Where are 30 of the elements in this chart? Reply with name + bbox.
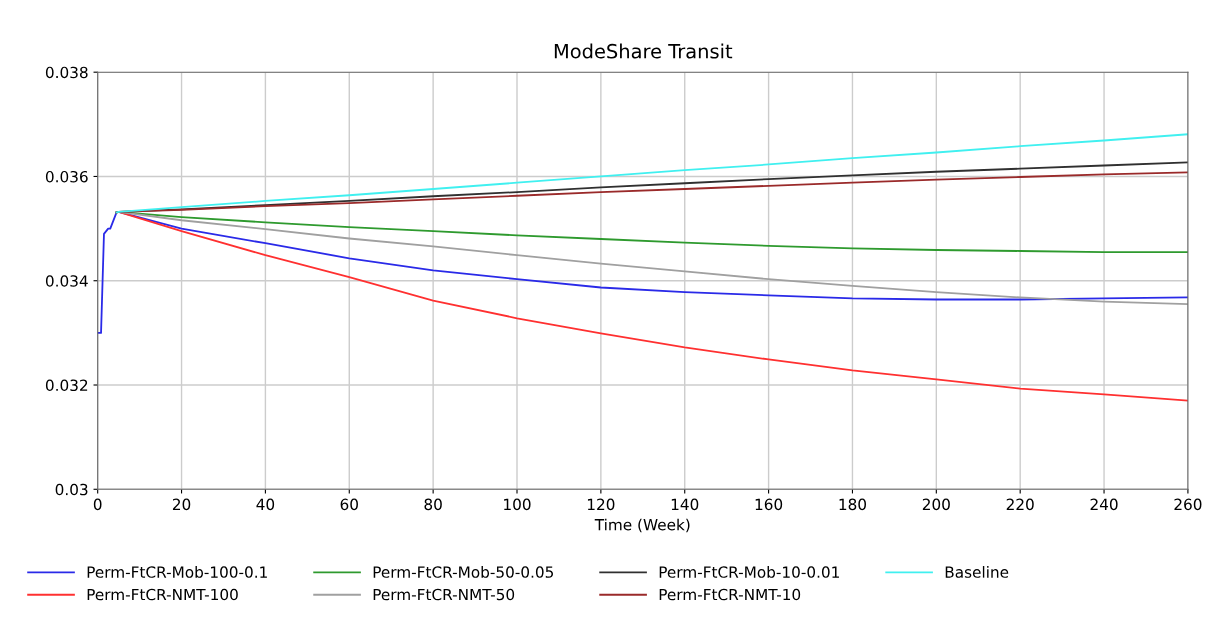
legend-label: Perm-FtCR-Mob-50-0.05 [373,566,554,578]
x-tick-label: 40 [256,498,275,511]
y-tick-label: 0.036 [45,170,88,183]
y-tick-label: 0.034 [45,275,88,287]
x-tick-label: 140 [671,498,699,511]
x-tick-label: 220 [1006,498,1034,511]
y-tick-label: 0.032 [45,379,88,392]
x-tick-label: 100 [504,498,531,511]
x-axis-title: Time (Week) [594,518,690,533]
x-tick-label: 160 [755,498,783,511]
y-tick-label: 0.038 [45,66,88,79]
x-tick-label: 240 [1090,498,1118,511]
legend-label: Perm-FtCR-Mob-100-0.1 [87,566,267,578]
x-tick-label: 0 [93,498,102,511]
y-tick-label: 0.03 [55,483,88,496]
x-tick-label: 120 [587,498,615,511]
legend-label: Perm-FtCR-NMT-100 [87,588,238,601]
legend-label: Perm-FtCR-NMT-10 [659,588,801,601]
line-series [115,133,1188,214]
chart-title: ModeShare Transit [554,43,733,59]
legend-label: Baseline [945,566,1009,578]
legend-label: Perm-FtCR-Mob-10-0.01 [659,566,839,578]
x-tick-label: 20 [172,498,191,511]
x-tick-label: 60 [340,498,358,511]
x-tick-label: 200 [922,498,950,511]
x-tick-label: 260 [1174,498,1202,511]
x-tick-label: 180 [839,498,867,511]
legend-label: Perm-FtCR-NMT-50 [373,588,515,601]
line-series [97,211,1188,334]
x-tick-label: 80 [424,498,442,511]
